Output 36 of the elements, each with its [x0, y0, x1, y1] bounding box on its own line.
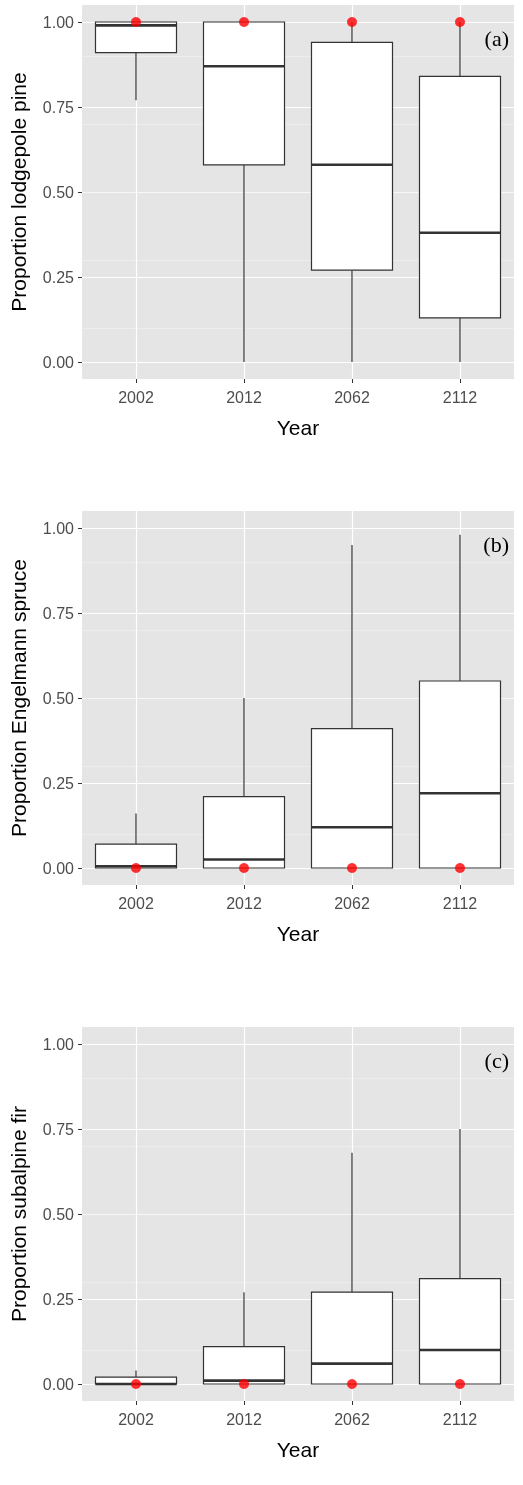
x-tick-label: 2002 — [118, 1410, 154, 1428]
y-tick-label: 0.00 — [42, 353, 75, 371]
y-axis-title: Proportion Engelmann spruce — [7, 559, 30, 837]
y-tick-label: 1.00 — [42, 519, 75, 537]
y-tick-label: 0.25 — [42, 1290, 75, 1308]
annotation: (c) — [484, 1047, 509, 1073]
x-tick-label: 2112 — [442, 894, 478, 912]
x-tick-label: 2012 — [226, 1410, 262, 1428]
annotation: (b) — [483, 531, 509, 557]
x-tick-label: 2062 — [334, 388, 370, 406]
y-tick-label: 1.00 — [42, 1035, 75, 1053]
x-axis-title: Year — [276, 922, 320, 945]
x-tick-label: 2012 — [226, 894, 262, 912]
y-tick-label: 1.00 — [42, 13, 75, 31]
x-tick-label: 2112 — [442, 388, 478, 406]
x-tick-label: 2012 — [226, 388, 262, 406]
x-tick-label: 2002 — [118, 388, 154, 406]
x-tick-label: 2002 — [118, 894, 154, 912]
y-axis-title: Proportion subalpine fir — [7, 1106, 30, 1322]
y-tick-label: 0.50 — [42, 183, 75, 201]
y-axis-title: Proportion lodgepole pine — [7, 72, 30, 312]
x-tick-label: 2062 — [334, 894, 370, 912]
y-tick-label: 0.00 — [42, 859, 75, 877]
y-tick-label: 0.50 — [42, 689, 75, 707]
y-tick-label: 0.75 — [42, 1120, 75, 1138]
x-tick-label: 2112 — [442, 1410, 478, 1428]
y-tick-label: 0.50 — [42, 1205, 75, 1223]
y-tick-label: 0.75 — [42, 604, 75, 622]
annotation: (a) — [484, 25, 509, 51]
x-axis-title: Year — [276, 1438, 320, 1461]
x-tick-label: 2062 — [334, 1410, 370, 1428]
y-tick-label: 0.00 — [42, 1375, 75, 1393]
x-axis-title: Year — [276, 416, 320, 439]
y-tick-label: 0.25 — [42, 268, 75, 286]
y-tick-label: 0.75 — [42, 98, 75, 116]
y-tick-label: 0.25 — [42, 774, 75, 792]
